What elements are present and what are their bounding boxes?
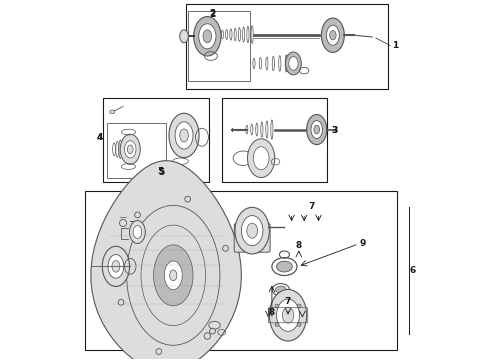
Text: 1: 1 [392, 41, 398, 50]
Text: 8: 8 [269, 308, 275, 317]
Ellipse shape [129, 221, 146, 243]
Text: 8: 8 [295, 241, 302, 250]
Polygon shape [91, 161, 242, 360]
Text: 4: 4 [96, 133, 102, 142]
Ellipse shape [321, 18, 344, 53]
Ellipse shape [120, 134, 140, 165]
Ellipse shape [276, 299, 299, 331]
Bar [85, 191, 397, 350]
Ellipse shape [282, 307, 294, 323]
Text: 4: 4 [96, 133, 102, 142]
Ellipse shape [311, 121, 322, 139]
Bar [107, 123, 166, 178]
Text: 7: 7 [285, 297, 291, 306]
Text: 6: 6 [410, 266, 416, 275]
Text: 3: 3 [331, 126, 337, 135]
Ellipse shape [170, 270, 177, 281]
Ellipse shape [102, 246, 129, 287]
Ellipse shape [275, 286, 286, 293]
Ellipse shape [253, 147, 269, 170]
Text: 2: 2 [209, 9, 216, 18]
Circle shape [275, 323, 279, 327]
Ellipse shape [307, 114, 327, 145]
Bar [221, 98, 327, 182]
Ellipse shape [242, 216, 263, 246]
Ellipse shape [247, 139, 275, 177]
Ellipse shape [153, 245, 193, 306]
Text: 5: 5 [157, 167, 163, 176]
Ellipse shape [124, 141, 136, 158]
Ellipse shape [270, 289, 307, 341]
Circle shape [185, 196, 191, 202]
Circle shape [275, 304, 279, 308]
Text: 5: 5 [158, 168, 165, 177]
Ellipse shape [314, 125, 319, 134]
Ellipse shape [330, 31, 336, 40]
Ellipse shape [289, 57, 298, 70]
Ellipse shape [203, 30, 212, 43]
Text: 7: 7 [308, 202, 315, 211]
Ellipse shape [326, 25, 339, 45]
Ellipse shape [247, 223, 258, 238]
Circle shape [297, 323, 301, 327]
Ellipse shape [194, 17, 221, 56]
Ellipse shape [108, 255, 124, 278]
Ellipse shape [169, 113, 199, 158]
Ellipse shape [276, 261, 293, 272]
Ellipse shape [112, 261, 120, 272]
Ellipse shape [235, 207, 270, 254]
Text: 2: 2 [209, 10, 216, 19]
Bar [186, 4, 389, 89]
Bar [103, 98, 209, 182]
Ellipse shape [110, 110, 115, 114]
Text: 3: 3 [331, 126, 337, 135]
Circle shape [135, 212, 141, 218]
Bar [188, 12, 250, 81]
Ellipse shape [199, 24, 216, 49]
Circle shape [222, 246, 228, 251]
Ellipse shape [127, 145, 133, 154]
Ellipse shape [164, 261, 182, 290]
Ellipse shape [180, 30, 188, 43]
FancyBboxPatch shape [234, 224, 270, 252]
Ellipse shape [286, 52, 301, 75]
Circle shape [120, 220, 126, 226]
Circle shape [297, 304, 301, 308]
Ellipse shape [180, 129, 188, 142]
Circle shape [210, 328, 216, 334]
Text: 9: 9 [360, 239, 366, 248]
Ellipse shape [175, 122, 193, 149]
Ellipse shape [133, 226, 142, 238]
Circle shape [118, 300, 124, 305]
Circle shape [156, 349, 162, 354]
